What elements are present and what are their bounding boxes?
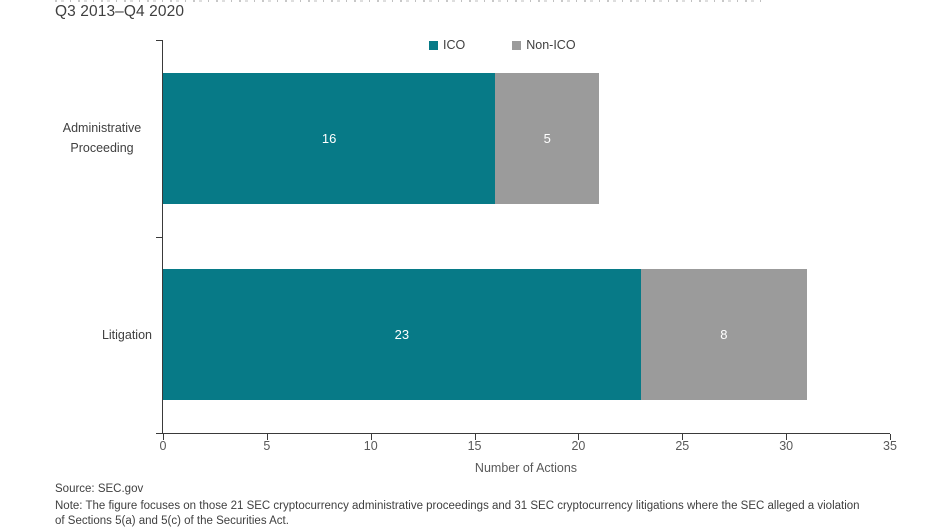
x-tick-label: 10 xyxy=(363,439,378,453)
x-axis-line xyxy=(162,433,890,434)
bar-value-label: 8 xyxy=(720,327,728,343)
x-axis-title: Number of Actions xyxy=(474,461,578,475)
legend-label: Non-ICO xyxy=(526,38,576,52)
x-tick-label: 15 xyxy=(467,439,482,453)
legend-item-non-ico: Non-ICO xyxy=(512,38,576,52)
legend-swatch-icon xyxy=(512,40,522,50)
x-tick-mark xyxy=(682,434,684,440)
y-tick-mark xyxy=(156,236,162,238)
x-tick-label: 20 xyxy=(571,439,586,453)
note-text: Note: The figure focuses on those 21 SEC… xyxy=(55,499,860,528)
clipped-title-remnant xyxy=(55,0,768,2)
x-tick-label: 30 xyxy=(779,439,794,453)
bar-value-label: 16 xyxy=(321,130,337,146)
y-tick-mark xyxy=(156,433,162,434)
bar-value-label: 5 xyxy=(543,130,551,146)
note-line-1: Note: The figure focuses on those 21 SEC… xyxy=(55,500,860,512)
y-tick-mark xyxy=(156,40,162,41)
category-label: Litigation xyxy=(101,327,152,342)
y-axis-line xyxy=(162,40,163,434)
category-label: Administrative Proceeding xyxy=(62,121,142,156)
legend-swatch-icon xyxy=(429,40,438,50)
x-tick-label: 35 xyxy=(883,439,897,453)
x-tick-mark xyxy=(786,434,788,440)
x-tick-mark xyxy=(890,434,891,440)
x-tick-label: 0 xyxy=(159,439,167,453)
x-tick-mark xyxy=(578,434,580,440)
figure-subtitle: Q3 2013–Q4 2020 xyxy=(55,3,185,20)
bar-segment-ico: 23 xyxy=(163,269,641,401)
legend-item-ico: ICO xyxy=(429,38,465,52)
bar-segment-ico: 16 xyxy=(163,72,496,204)
source-text: Source: SEC.gov xyxy=(55,483,144,495)
x-tick-label: 25 xyxy=(675,439,690,453)
x-tick-mark xyxy=(474,434,476,440)
x-tick-mark xyxy=(370,434,372,440)
bar-value-label: 23 xyxy=(394,327,410,343)
x-tick-label: 5 xyxy=(263,439,271,453)
x-tick-mark xyxy=(163,434,164,440)
chart-legend: ICO Non-ICO xyxy=(429,38,576,52)
x-tick-mark xyxy=(266,434,268,440)
legend-label: ICO xyxy=(443,38,466,52)
bar-segment-non-ico: 5 xyxy=(495,72,600,204)
bar-segment-non-ico: 8 xyxy=(640,269,807,401)
note-line-2: of Sections 5(a) and 5(c) of the Securit… xyxy=(55,514,289,527)
